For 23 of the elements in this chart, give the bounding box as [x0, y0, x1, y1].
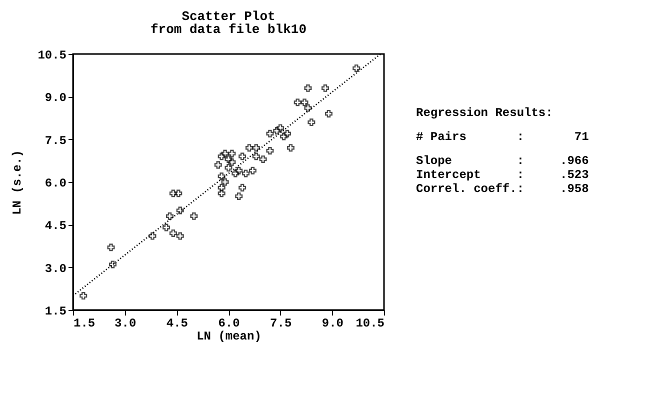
x-tick-label: 1.5	[74, 316, 96, 330]
x-tick-label: 3.0	[114, 316, 136, 330]
x-tick-label: 4.5	[166, 316, 188, 330]
chart-title: Scatter Plot	[182, 9, 276, 24]
y-tick-label: 10.5	[38, 48, 66, 62]
y-tick-label: 3.0	[44, 262, 66, 276]
y-axis-title: LN (s.e.)	[10, 150, 25, 215]
x-axis-title: LN (mean)	[196, 330, 262, 344]
chart-subtitle: from data file blk10	[150, 22, 307, 37]
y-tick-label: 9.0	[44, 91, 66, 106]
text: Intercept : .523	[416, 168, 589, 182]
x-tick-label: 10.5	[356, 316, 384, 330]
x-tick-label: 9.0	[322, 316, 344, 330]
text: Correl. coeff.: .958	[416, 182, 589, 196]
y-tick-label: 4.5	[44, 219, 66, 234]
text: Regression Results:	[416, 106, 553, 120]
x-tick-label: 6.0	[218, 316, 240, 330]
y-tick-label: 1.5	[44, 304, 66, 318]
x-tick-label: 7.5	[270, 316, 292, 330]
text: # Pairs : 71	[416, 130, 589, 144]
y-tick-label: 7.5	[44, 134, 66, 148]
text: Slope : .966	[416, 154, 589, 168]
y-tick-label: 6.0	[44, 176, 66, 190]
